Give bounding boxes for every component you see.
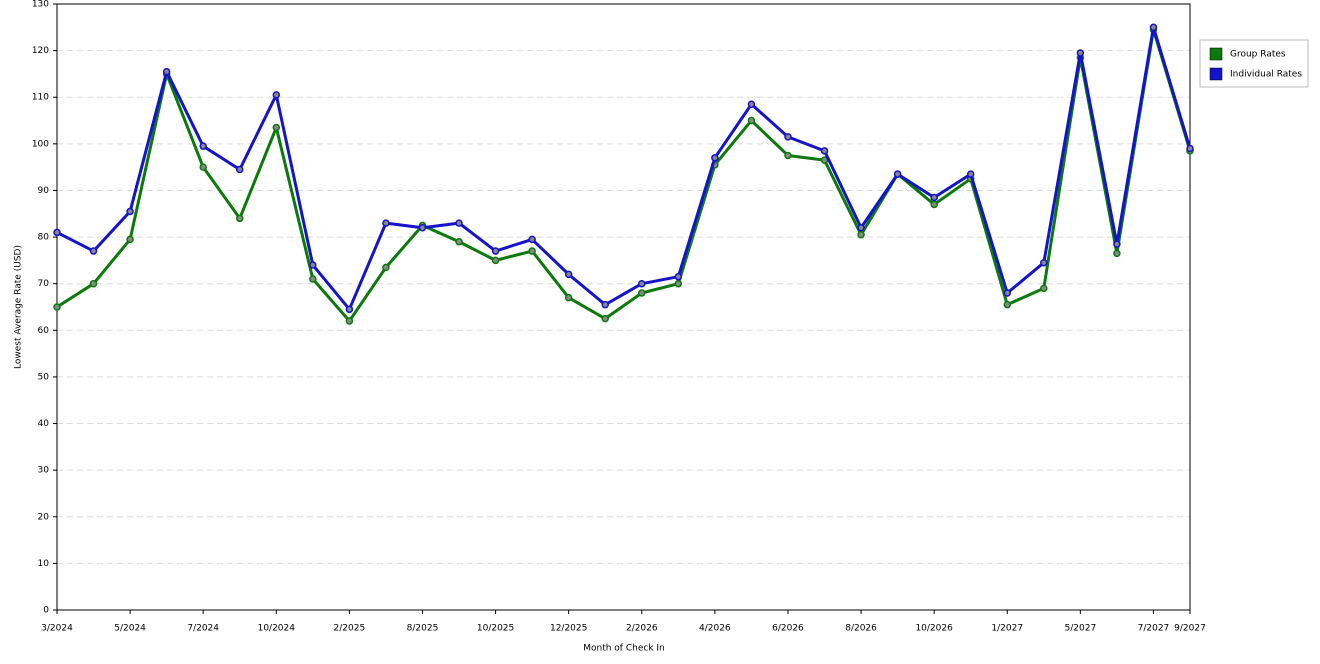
x-tick-label: 7/2027 bbox=[1138, 624, 1170, 634]
data-point bbox=[1003, 300, 1012, 309]
data-point bbox=[857, 230, 865, 239]
data-point bbox=[528, 235, 536, 244]
data-point bbox=[53, 303, 61, 311]
y-tick-label: 100 bbox=[32, 139, 49, 149]
data-point bbox=[491, 247, 500, 255]
x-tick-label: 10/2025 bbox=[477, 624, 514, 634]
legend-swatch bbox=[1209, 47, 1223, 61]
x-tick-label: 3/2024 bbox=[41, 624, 73, 634]
data-point bbox=[126, 235, 134, 244]
series-line bbox=[56, 25, 1192, 311]
legend-swatch bbox=[1209, 67, 1223, 81]
data-point bbox=[491, 256, 500, 265]
y-tick-label: 120 bbox=[32, 46, 49, 56]
data-point bbox=[820, 147, 829, 155]
series-line bbox=[56, 28, 1192, 323]
y-tick-label: 60 bbox=[38, 326, 50, 336]
y-tick-label: 40 bbox=[38, 419, 50, 429]
x-tick-label: 10/2024 bbox=[258, 624, 296, 634]
data-point bbox=[455, 219, 463, 227]
data-point bbox=[784, 151, 792, 160]
data-point bbox=[784, 133, 792, 141]
data-point bbox=[893, 170, 902, 178]
x-tick-label: 4/2026 bbox=[699, 624, 731, 634]
y-axis-label: Lowest Average Rate (USD) bbox=[14, 245, 24, 369]
data-point bbox=[674, 272, 683, 281]
y-tick-label: 0 bbox=[43, 606, 49, 616]
data-point bbox=[235, 165, 244, 174]
legend-label: Individual Rates bbox=[1230, 70, 1302, 80]
x-tick-label: 10/2026 bbox=[915, 624, 953, 634]
data-point bbox=[309, 275, 317, 283]
data-point bbox=[382, 219, 390, 227]
data-point bbox=[930, 193, 938, 202]
data-point bbox=[309, 261, 317, 269]
data-point bbox=[1076, 49, 1085, 57]
x-tick-label: 5/2024 bbox=[114, 624, 146, 634]
x-tick-label: 2/2026 bbox=[626, 624, 658, 634]
data-point bbox=[272, 91, 281, 99]
x-tick-label: 2/2025 bbox=[334, 624, 366, 634]
y-tick-label: 10 bbox=[38, 559, 50, 569]
data-point bbox=[89, 247, 98, 255]
data-point bbox=[53, 228, 61, 237]
data-point bbox=[857, 224, 865, 232]
data-point bbox=[711, 154, 719, 162]
x-tick-label: 7/2024 bbox=[187, 624, 219, 634]
x-axis-label: Month of Check In bbox=[583, 644, 665, 654]
data-point bbox=[601, 314, 609, 323]
data-point bbox=[1149, 23, 1158, 32]
data-point bbox=[382, 263, 390, 272]
data-point bbox=[1040, 284, 1048, 293]
data-point bbox=[1186, 144, 1194, 153]
data-point bbox=[930, 200, 938, 209]
y-tick-label: 20 bbox=[38, 512, 50, 522]
data-point bbox=[89, 279, 98, 288]
data-point bbox=[455, 237, 463, 246]
data-point bbox=[345, 317, 354, 325]
data-point bbox=[747, 100, 756, 108]
data-point bbox=[272, 123, 281, 132]
x-tick-label: 8/2026 bbox=[845, 624, 877, 634]
x-tick-label: 12/2025 bbox=[550, 624, 587, 634]
data-point bbox=[601, 300, 609, 309]
data-point bbox=[564, 293, 573, 302]
data-point bbox=[1113, 249, 1121, 258]
data-point bbox=[564, 270, 573, 279]
data-point bbox=[747, 116, 756, 125]
data-point bbox=[235, 214, 244, 223]
data-point bbox=[199, 163, 207, 171]
x-tick-label: 9/2027 bbox=[1174, 624, 1206, 634]
y-tick-label: 50 bbox=[38, 372, 50, 382]
data-point bbox=[199, 142, 207, 150]
y-tick-label: 70 bbox=[38, 279, 50, 289]
data-point bbox=[1003, 289, 1012, 297]
data-point bbox=[1040, 258, 1048, 267]
data-point bbox=[126, 207, 134, 216]
data-point bbox=[528, 247, 536, 255]
y-tick-label: 30 bbox=[38, 466, 50, 476]
data-point bbox=[345, 305, 354, 314]
y-tick-label: 80 bbox=[38, 233, 50, 243]
data-point bbox=[638, 289, 646, 297]
data-point bbox=[966, 170, 975, 178]
data-point bbox=[162, 67, 171, 76]
data-point bbox=[1113, 240, 1121, 248]
legend-label: Group Rates bbox=[1230, 50, 1286, 60]
data-point bbox=[418, 224, 427, 232]
data-point bbox=[638, 279, 646, 288]
x-tick-label: 8/2025 bbox=[407, 624, 439, 634]
y-tick-label: 90 bbox=[38, 186, 50, 196]
y-tick-label: 130 bbox=[32, 0, 49, 10]
x-tick-label: 5/2027 bbox=[1065, 624, 1097, 634]
data-point bbox=[674, 279, 683, 288]
x-tick-label: 1/2027 bbox=[991, 624, 1023, 634]
x-tick-label: 6/2026 bbox=[772, 624, 804, 634]
y-tick-label: 110 bbox=[32, 93, 49, 103]
